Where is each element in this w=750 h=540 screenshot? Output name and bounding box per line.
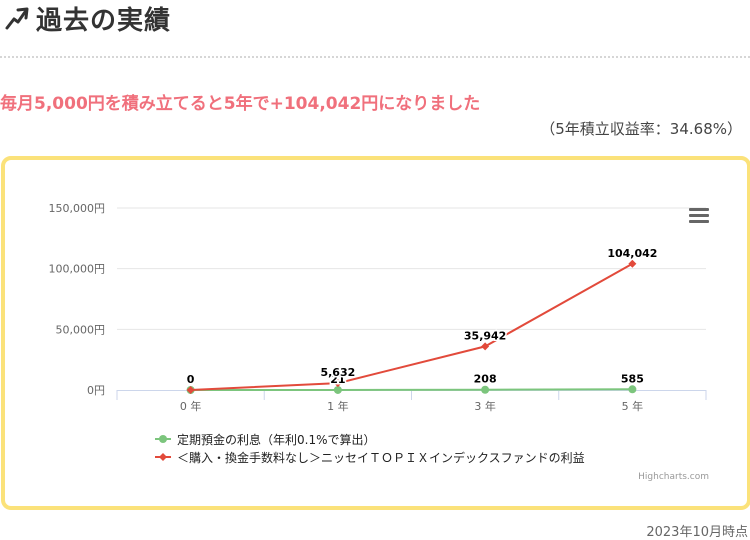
legend-marker-diamond: [155, 453, 171, 461]
series-line-1: [190, 262, 633, 391]
data-point: [333, 379, 342, 388]
y-tick-label: 0円: [87, 384, 105, 397]
dotted-divider: [0, 56, 750, 58]
trend-up-arrow-icon: [5, 7, 29, 30]
legend-label-fund: ＜購入・換金手数料なし＞ニッセイＴＯＰＩＸインデックスファンドの利益: [177, 450, 585, 465]
as-of-date: 2023年10月時点: [646, 525, 748, 540]
legend-label-deposit: 定期預金の利息（年利0.1%で算出）: [177, 432, 376, 447]
chart-credits[interactable]: Highcharts.com: [638, 472, 709, 482]
data-point: [481, 342, 490, 351]
legend-item-fund[interactable]: ＜購入・換金手数料なし＞ニッセイＴＯＰＩＸインデックスファンドの利益: [155, 448, 585, 466]
data-point: [628, 385, 637, 394]
data-label: 0: [187, 373, 195, 386]
data-point: [481, 385, 490, 394]
series-line-0: [190, 388, 633, 391]
data-label: 5,632: [320, 366, 355, 379]
data-label: 21: [330, 373, 345, 386]
performance-headline: 毎月5,000円を積み立てると5年で+104,042円になりました: [0, 94, 481, 114]
line-chart: 0円 50,000円 100,000円 150,000円 0 年 1 年 3 年 5 年 21 2…: [49, 202, 707, 413]
data-point: [333, 385, 342, 394]
x-tick-label: 5 年: [622, 399, 644, 413]
y-tick-label: 100,000円: [49, 263, 106, 276]
page-title: 過去の実績: [36, 5, 172, 36]
return-rate-note: （5年積立収益率：34.68%）: [540, 120, 742, 138]
chart-card: 0円 50,000円 100,000円 150,000円 0 年 1 年 3 年 5 年 21 2…: [1, 156, 750, 510]
data-label: 35,942: [464, 329, 506, 342]
data-label: 208: [474, 373, 497, 386]
y-tick-label: 150,000円: [49, 202, 106, 215]
legend-marker-circle: [155, 435, 171, 443]
data-point: [628, 259, 637, 268]
data-label: 585: [621, 372, 644, 385]
y-tick-label: 50,000円: [56, 323, 106, 336]
section-heading: 過去の実績: [4, 0, 171, 36]
x-tick-label: 1 年: [327, 399, 349, 413]
data-point: [186, 386, 195, 394]
legend-item-deposit[interactable]: 定期預金の利息（年利0.1%で算出）: [155, 430, 585, 448]
x-tick-label: 3 年: [474, 399, 496, 413]
data-label: 104,042: [607, 247, 657, 260]
chart-legend: 定期預金の利息（年利0.1%で算出） ＜購入・換金手数料なし＞ニッセイＴＯＰＩＸ…: [155, 430, 585, 466]
x-tick-label: 0 年: [180, 399, 202, 413]
hamburger-menu-icon[interactable]: [689, 208, 709, 224]
